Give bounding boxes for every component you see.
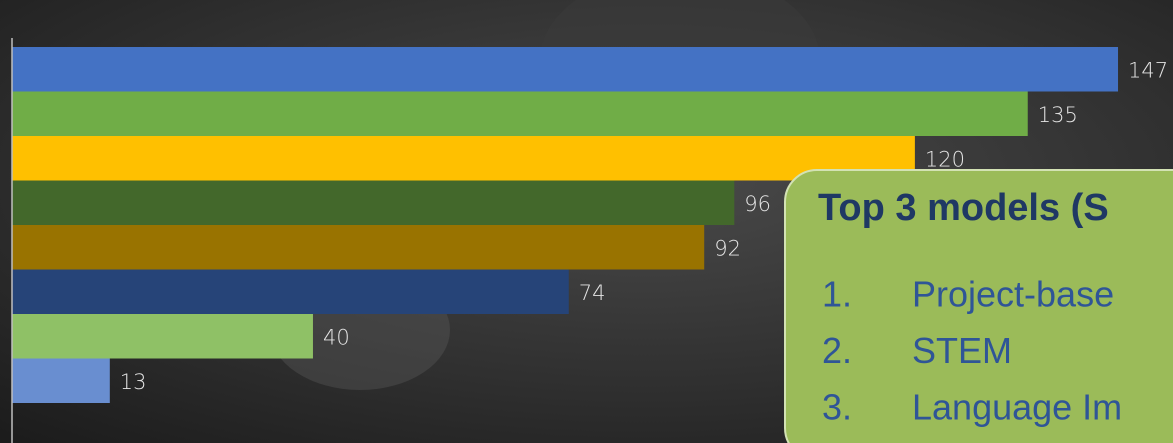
bar — [12, 358, 110, 403]
value-label: 147 — [1128, 58, 1168, 82]
value-label: 40 — [323, 325, 350, 349]
value-label: 74 — [579, 281, 606, 305]
bars — [12, 47, 1119, 403]
bar — [12, 269, 569, 314]
bar — [12, 91, 1028, 136]
callout-list: 1. Project-base 2. STEM 3. Language Im — [822, 274, 1122, 428]
list-number: 1. — [822, 274, 852, 315]
value-label: 120 — [925, 147, 965, 171]
list-item: STEM — [912, 330, 1012, 371]
list-item: Project-base — [912, 274, 1114, 315]
bar — [12, 47, 1119, 92]
value-label: 135 — [1038, 103, 1078, 127]
list-item: Language Im — [912, 387, 1122, 428]
list-number: 2. — [822, 330, 852, 371]
bar — [12, 136, 915, 181]
value-label: 13 — [120, 370, 147, 394]
bar — [12, 225, 705, 270]
callout-box — [784, 169, 1173, 443]
value-label: 96 — [744, 192, 771, 216]
list-number: 3. — [822, 387, 852, 428]
bar — [12, 180, 735, 225]
bar — [12, 314, 313, 359]
callout-title: Top 3 models (S — [818, 187, 1109, 229]
callout: Top 3 models (S 1. Project-base 2. STEM 3. La… — [784, 169, 1173, 443]
value-label: 92 — [714, 236, 741, 260]
